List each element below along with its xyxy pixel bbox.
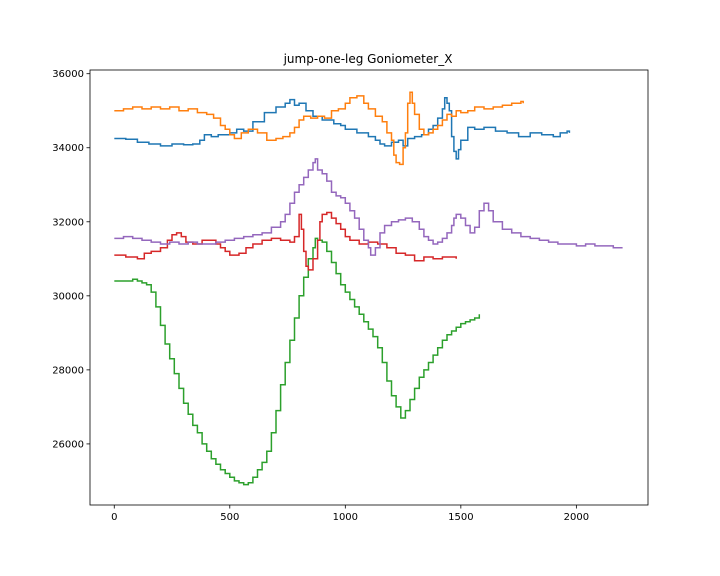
plot-background — [90, 70, 648, 505]
y-axis: 26000 28000 30000 32000 34000 36000 — [52, 69, 90, 450]
x-tick-label: 1500 — [448, 512, 473, 523]
y-tick-label: 34000 — [52, 143, 84, 154]
x-tick-label: 0 — [111, 512, 117, 523]
y-tick-label: 36000 — [52, 69, 84, 80]
x-tick-label: 1000 — [333, 512, 358, 523]
chart-title: jump-one-leg Goniometer_X — [283, 52, 453, 66]
axes-frame — [89, 69, 649, 506]
plot-area — [90, 70, 648, 505]
series-line-3 — [114, 237, 481, 486]
series-line-2 — [114, 91, 524, 166]
y-tick-label: 26000 — [52, 439, 84, 450]
y-tick-label: 28000 — [52, 365, 84, 376]
y-tick-label: 30000 — [52, 291, 84, 302]
x-tick-label: 500 — [220, 512, 239, 523]
x-tick-label: 2000 — [564, 512, 589, 523]
series-line-5 — [114, 158, 623, 256]
series-line-1 — [114, 97, 571, 160]
y-tick-label: 32000 — [52, 217, 84, 228]
series-line-4 — [114, 211, 457, 271]
x-axis: 0 500 1000 1500 2000 — [111, 505, 589, 523]
series-layer — [114, 91, 623, 486]
